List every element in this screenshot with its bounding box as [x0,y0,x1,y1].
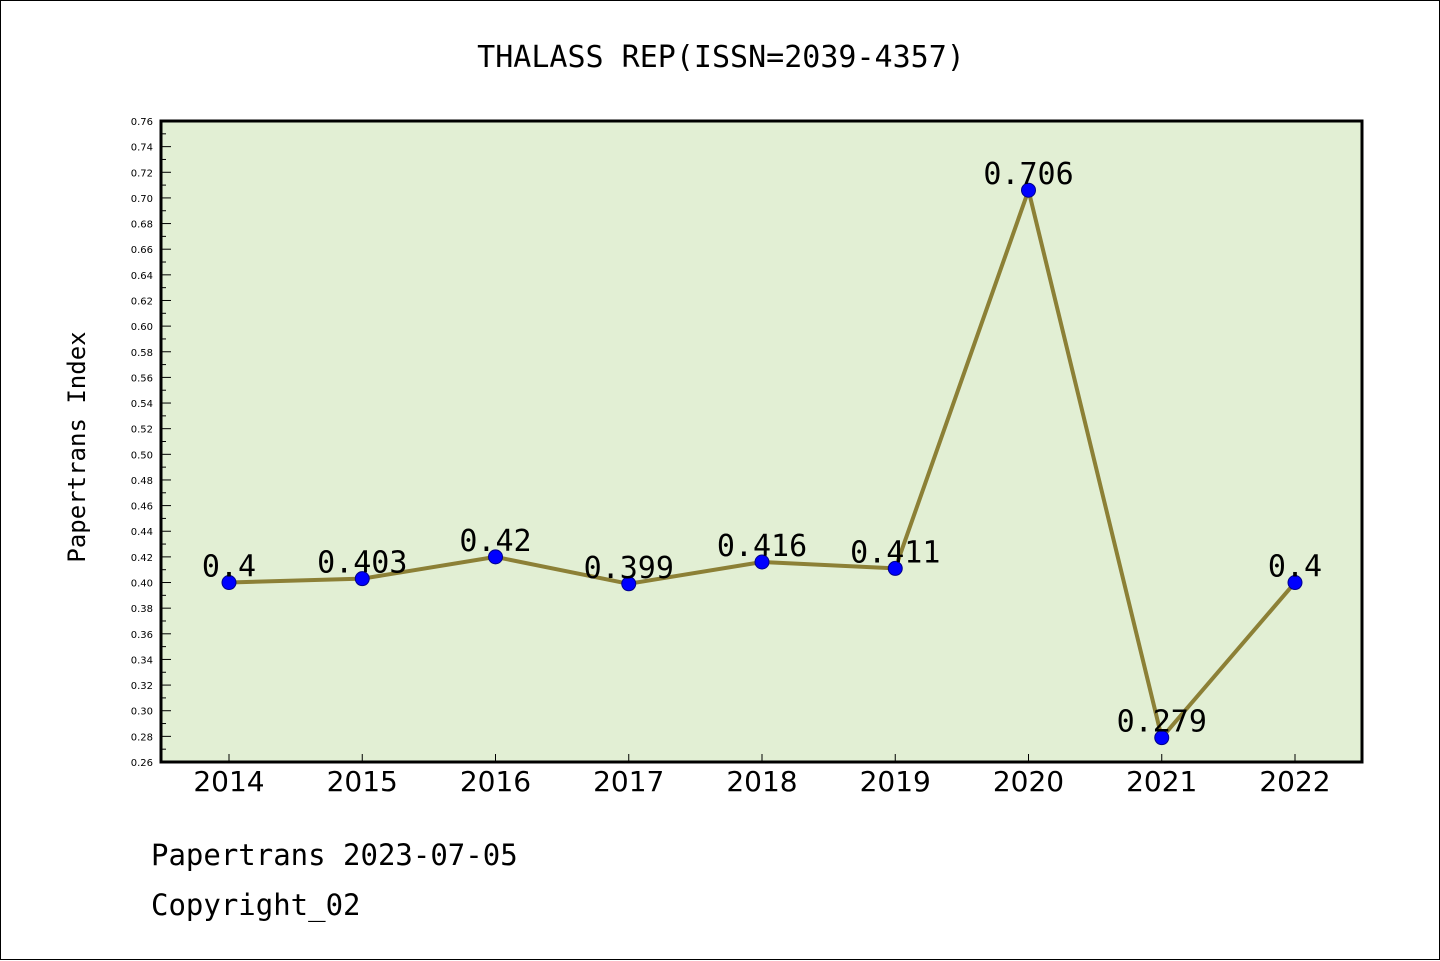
footer-date: Papertrans 2023-07-05 [151,838,518,872]
y-tick-label: 0.64 [131,271,153,282]
y-tick-label: 0.32 [131,681,153,692]
y-tick-label: 0.46 [131,502,153,513]
x-tick-label: 2019 [860,765,931,798]
y-tick-label: 0.48 [131,476,153,487]
data-labels: 0.4 0.403 0.42 0.399 0.416 0.411 0.706 0.279 0.4 [202,157,1322,739]
y-tick-label: 0.54 [131,399,153,410]
y-tick-label: 0.58 [131,348,153,359]
y-tick-label: 0.70 [131,194,153,205]
data-point [1287,575,1303,591]
y-tick-label: 0.26 [131,758,153,769]
x-tick-label: 2021 [1126,765,1197,798]
plot-area [159,119,1364,764]
y-tick-label: 0.40 [131,579,153,590]
y-tick-label: 0.74 [131,143,153,154]
y-tick-label: 0.56 [131,373,153,384]
data-label: 0.411 [850,535,940,570]
data-label: 0.416 [717,529,807,564]
y-tick-label: 0.60 [131,322,153,333]
series [221,182,1303,746]
data-point [1154,730,1170,746]
y-tick-label: 0.76 [131,117,153,128]
x-tick-label: 2017 [593,765,664,798]
x-tick-label: 2022 [1259,765,1330,798]
x-tick-label: 2016 [460,765,531,798]
data-point [488,549,503,565]
y-tick-label: 0.44 [131,527,153,538]
footer-copyright: Copyright_02 [151,888,361,923]
y-tick-label: 0.42 [131,553,153,564]
x-tick-label: 2014 [193,765,264,798]
y-tick-label: 0.30 [131,707,153,718]
y-tick-label: 0.66 [131,245,153,256]
data-point [754,554,770,570]
y-tick-label: 0.72 [131,168,153,179]
y-axis: 0.26 0.28 0.30 0.32 0.34 0.36 0.38 0.40 0.42 0.44… [131,117,171,769]
data-label: 0.4 [202,550,256,585]
data-label: 0.279 [1117,705,1207,740]
data-point [887,560,903,576]
y-tick-label: 0.28 [131,732,153,743]
y-tick-label: 0.38 [131,604,153,615]
y-tick-label: 0.36 [131,630,153,641]
data-label: 0.706 [983,157,1073,192]
data-point [621,576,637,592]
data-point [1021,182,1036,198]
y-axis-label: Papertrans Index [63,331,91,562]
x-axis: 2014 2015 2016 2017 2018 2019 2020 2021 2022 [193,754,1331,798]
y-tick-label: 0.68 [131,220,153,231]
data-label: 0.399 [584,551,674,586]
data-label: 0.403 [317,546,407,581]
data-point [221,575,237,591]
x-tick-label: 2015 [327,765,398,798]
x-tick-label: 2020 [993,765,1064,798]
data-label: 0.4 [1268,550,1322,585]
data-label: 0.42 [459,524,531,559]
y-tick-label: 0.62 [131,296,153,307]
chart-title: THALASS REP(ISSN=2039-4357) [477,40,965,75]
y-tick-label: 0.52 [131,425,153,436]
y-tick-label: 0.50 [131,450,153,461]
x-tick-label: 2018 [726,765,797,798]
data-point [354,571,370,587]
y-tick-label: 0.34 [131,655,153,666]
